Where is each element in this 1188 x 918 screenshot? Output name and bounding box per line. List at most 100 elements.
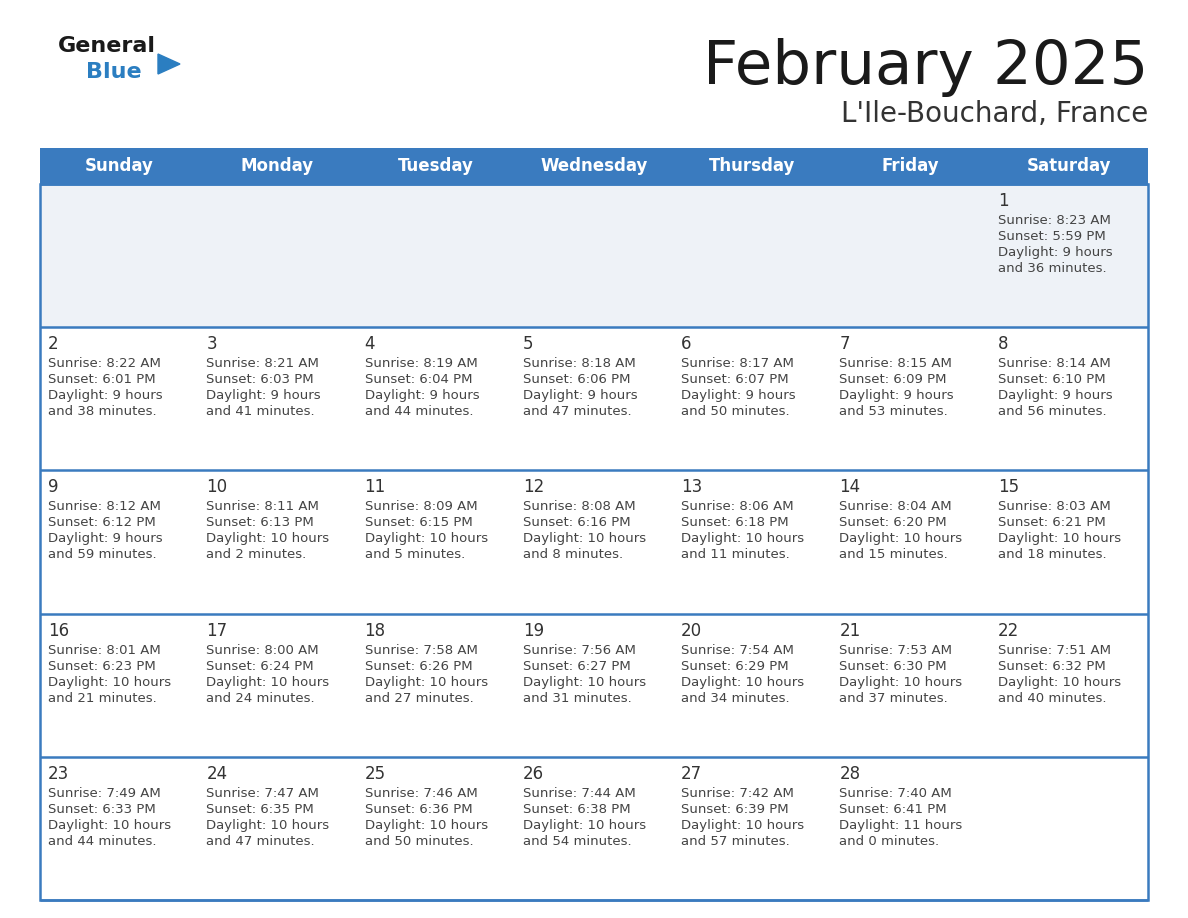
Text: and 50 minutes.: and 50 minutes.	[365, 834, 473, 848]
Text: Sunset: 6:12 PM: Sunset: 6:12 PM	[48, 517, 156, 530]
Text: 16: 16	[48, 621, 69, 640]
Text: and 44 minutes.: and 44 minutes.	[48, 834, 157, 848]
Polygon shape	[158, 54, 181, 74]
Text: 1: 1	[998, 192, 1009, 210]
Text: and 27 minutes.: and 27 minutes.	[365, 691, 473, 705]
Text: 6: 6	[681, 335, 691, 353]
Bar	[40, 756, 1148, 900]
Text: and 11 minutes.: and 11 minutes.	[681, 548, 790, 562]
Text: Daylight: 10 hours: Daylight: 10 hours	[840, 676, 962, 688]
Text: Sunrise: 8:00 AM: Sunrise: 8:00 AM	[207, 644, 318, 656]
Text: Daylight: 9 hours: Daylight: 9 hours	[523, 389, 638, 402]
Text: 3: 3	[207, 335, 217, 353]
Text: Daylight: 10 hours: Daylight: 10 hours	[207, 676, 329, 688]
Text: and 24 minutes.: and 24 minutes.	[207, 691, 315, 705]
Text: Sunday: Sunday	[84, 157, 153, 175]
Text: Daylight: 9 hours: Daylight: 9 hours	[998, 389, 1112, 402]
Text: Daylight: 10 hours: Daylight: 10 hours	[681, 676, 804, 688]
Text: Sunrise: 8:15 AM: Sunrise: 8:15 AM	[840, 357, 953, 370]
Text: General: General	[58, 36, 156, 56]
Text: Sunrise: 8:09 AM: Sunrise: 8:09 AM	[365, 500, 478, 513]
Text: Sunrise: 8:04 AM: Sunrise: 8:04 AM	[840, 500, 952, 513]
Text: Sunrise: 8:21 AM: Sunrise: 8:21 AM	[207, 357, 320, 370]
Text: Monday: Monday	[241, 157, 314, 175]
Text: Sunrise: 8:23 AM: Sunrise: 8:23 AM	[998, 214, 1111, 227]
Text: and 21 minutes.: and 21 minutes.	[48, 691, 157, 705]
Text: and 37 minutes.: and 37 minutes.	[840, 691, 948, 705]
Text: 24: 24	[207, 765, 227, 783]
Text: 26: 26	[523, 765, 544, 783]
Bar	[40, 470, 1148, 613]
Text: Daylight: 10 hours: Daylight: 10 hours	[681, 819, 804, 832]
Text: Sunrise: 7:46 AM: Sunrise: 7:46 AM	[365, 787, 478, 800]
Text: 11: 11	[365, 478, 386, 497]
Text: 18: 18	[365, 621, 386, 640]
Text: Sunset: 6:01 PM: Sunset: 6:01 PM	[48, 374, 156, 386]
Text: 13: 13	[681, 478, 702, 497]
Text: Daylight: 10 hours: Daylight: 10 hours	[365, 676, 488, 688]
Bar	[198, 148, 356, 184]
Text: Sunrise: 8:19 AM: Sunrise: 8:19 AM	[365, 357, 478, 370]
Text: Sunrise: 8:11 AM: Sunrise: 8:11 AM	[207, 500, 320, 513]
Text: Sunrise: 7:58 AM: Sunrise: 7:58 AM	[365, 644, 478, 656]
Text: 21: 21	[840, 621, 860, 640]
Text: Daylight: 9 hours: Daylight: 9 hours	[48, 389, 163, 402]
Text: Sunrise: 7:51 AM: Sunrise: 7:51 AM	[998, 644, 1111, 656]
Text: Sunrise: 8:03 AM: Sunrise: 8:03 AM	[998, 500, 1111, 513]
Text: Sunset: 6:39 PM: Sunset: 6:39 PM	[681, 803, 789, 816]
Text: Friday: Friday	[881, 157, 940, 175]
Text: 4: 4	[365, 335, 375, 353]
Text: Sunset: 6:36 PM: Sunset: 6:36 PM	[365, 803, 472, 816]
Text: Sunset: 6:09 PM: Sunset: 6:09 PM	[840, 374, 947, 386]
Text: Blue: Blue	[86, 62, 141, 82]
Text: Sunset: 6:26 PM: Sunset: 6:26 PM	[365, 660, 472, 673]
Text: 7: 7	[840, 335, 849, 353]
Text: Daylight: 10 hours: Daylight: 10 hours	[681, 532, 804, 545]
Text: Daylight: 9 hours: Daylight: 9 hours	[840, 389, 954, 402]
Text: and 18 minutes.: and 18 minutes.	[998, 548, 1106, 562]
Text: Sunrise: 7:53 AM: Sunrise: 7:53 AM	[840, 644, 953, 656]
Text: Daylight: 9 hours: Daylight: 9 hours	[48, 532, 163, 545]
Text: 25: 25	[365, 765, 386, 783]
Text: Daylight: 10 hours: Daylight: 10 hours	[365, 819, 488, 832]
Text: Sunrise: 8:08 AM: Sunrise: 8:08 AM	[523, 500, 636, 513]
Text: 27: 27	[681, 765, 702, 783]
Text: Sunset: 6:23 PM: Sunset: 6:23 PM	[48, 660, 156, 673]
Text: and 56 minutes.: and 56 minutes.	[998, 405, 1106, 419]
Text: Sunset: 6:32 PM: Sunset: 6:32 PM	[998, 660, 1106, 673]
Bar	[40, 148, 198, 184]
Text: and 5 minutes.: and 5 minutes.	[365, 548, 465, 562]
Text: Sunrise: 8:18 AM: Sunrise: 8:18 AM	[523, 357, 636, 370]
Text: Tuesday: Tuesday	[398, 157, 474, 175]
Text: Daylight: 10 hours: Daylight: 10 hours	[523, 676, 646, 688]
Text: L'Ile-Bouchard, France: L'Ile-Bouchard, France	[841, 100, 1148, 128]
Text: 20: 20	[681, 621, 702, 640]
Bar	[514, 148, 674, 184]
Text: Daylight: 9 hours: Daylight: 9 hours	[365, 389, 479, 402]
Text: Sunset: 6:13 PM: Sunset: 6:13 PM	[207, 517, 314, 530]
Text: Sunset: 6:20 PM: Sunset: 6:20 PM	[840, 517, 947, 530]
Text: and 47 minutes.: and 47 minutes.	[207, 834, 315, 848]
Text: and 53 minutes.: and 53 minutes.	[840, 405, 948, 419]
Text: and 41 minutes.: and 41 minutes.	[207, 405, 315, 419]
Text: and 54 minutes.: and 54 minutes.	[523, 834, 632, 848]
Text: 22: 22	[998, 621, 1019, 640]
Text: 23: 23	[48, 765, 69, 783]
Text: February 2025: February 2025	[702, 38, 1148, 97]
Text: Sunset: 6:16 PM: Sunset: 6:16 PM	[523, 517, 631, 530]
Text: and 57 minutes.: and 57 minutes.	[681, 834, 790, 848]
Text: Sunset: 6:41 PM: Sunset: 6:41 PM	[840, 803, 947, 816]
Text: 2: 2	[48, 335, 58, 353]
Text: Daylight: 10 hours: Daylight: 10 hours	[48, 676, 171, 688]
Text: 10: 10	[207, 478, 227, 497]
Text: Daylight: 9 hours: Daylight: 9 hours	[207, 389, 321, 402]
Bar	[674, 148, 832, 184]
Text: Daylight: 10 hours: Daylight: 10 hours	[523, 532, 646, 545]
Text: 8: 8	[998, 335, 1009, 353]
Text: Sunrise: 7:42 AM: Sunrise: 7:42 AM	[681, 787, 794, 800]
Text: Sunset: 6:38 PM: Sunset: 6:38 PM	[523, 803, 631, 816]
Text: Sunset: 6:27 PM: Sunset: 6:27 PM	[523, 660, 631, 673]
Text: and 47 minutes.: and 47 minutes.	[523, 405, 632, 419]
Text: Daylight: 10 hours: Daylight: 10 hours	[48, 819, 171, 832]
Text: and 36 minutes.: and 36 minutes.	[998, 262, 1106, 275]
